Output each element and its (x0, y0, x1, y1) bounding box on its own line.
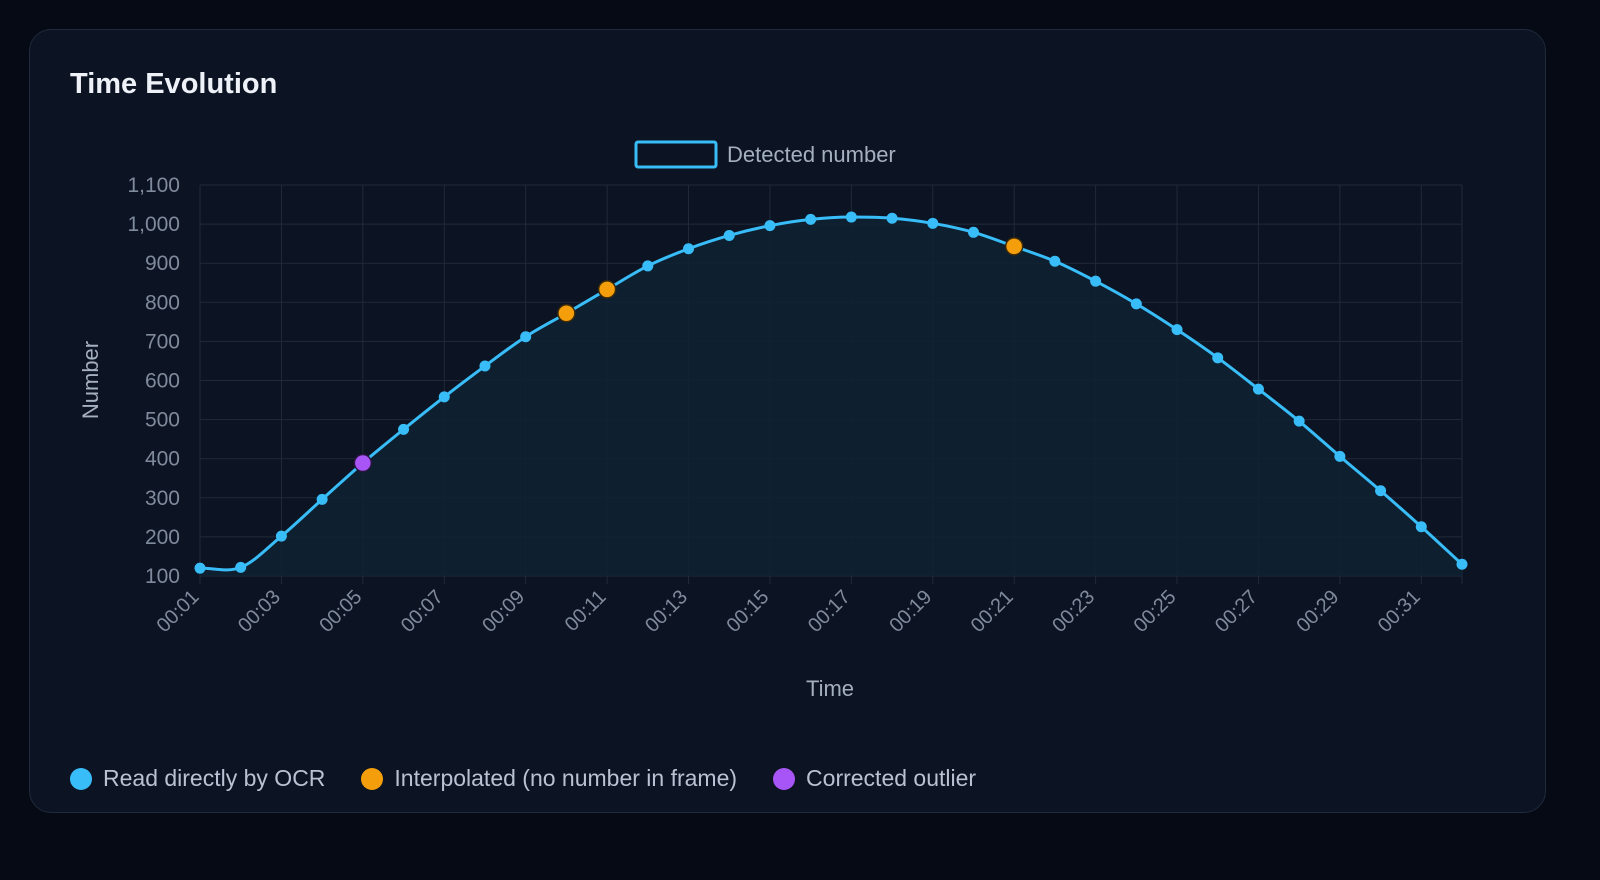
x-tick-label: 00:31 (1374, 586, 1425, 637)
y-tick-label: 200 (145, 526, 180, 549)
x-tick-label: 00:13 (641, 586, 692, 637)
y-tick-label: 800 (145, 291, 180, 314)
y-tick-label: 900 (145, 252, 180, 275)
series-legend-label: Detected number (727, 142, 896, 167)
x-tick-label: 00:07 (397, 586, 448, 637)
x-tick-label: 00:11 (561, 586, 611, 636)
data-point (723, 229, 735, 241)
data-point (845, 211, 857, 223)
x-tick-label: 00:15 (723, 586, 774, 637)
data-point (1415, 521, 1427, 533)
y-tick-label: 1,000 (127, 213, 180, 236)
data-point (927, 217, 939, 229)
x-tick-label: 00:27 (1211, 586, 1262, 637)
x-tick-label: 00:19 (885, 586, 936, 637)
status-legend-ocr-label: Read directly by OCR (103, 765, 326, 791)
data-point (1375, 485, 1387, 497)
data-point (1252, 383, 1264, 395)
data-point (520, 331, 532, 343)
status-legend-ocr: Read directly by OCR (70, 765, 325, 792)
x-tick-label: 00:29 (1292, 586, 1343, 637)
x-tick-label: 00:01 (153, 586, 204, 637)
data-point (1334, 450, 1346, 462)
x-tick-label: 00:21 (967, 586, 1018, 637)
y-tick-label: 100 (145, 565, 180, 588)
x-axis-title: Time (806, 676, 854, 701)
data-point (398, 423, 410, 435)
interpolated-point (1004, 237, 1024, 256)
series-legend-swatch (634, 140, 718, 169)
x-tick-label: 00:09 (478, 586, 529, 637)
y-tick-label: 600 (145, 370, 180, 393)
data-point (1171, 324, 1183, 336)
data-point (642, 260, 654, 272)
data-point (1456, 558, 1468, 570)
status-legend-outlier-label: Corrected outlier (806, 765, 977, 791)
data-point (1130, 298, 1142, 310)
status-legend-interpolated: Interpolated (no number in frame) (361, 765, 737, 792)
data-point (275, 530, 287, 542)
y-tick-label: 400 (145, 448, 180, 471)
x-tick-label: 00:23 (1048, 586, 1099, 637)
line-chart: 100 200 300 400 500 600 700 800 900 1,000 1,100 00:… (78, 140, 1468, 701)
data-point (1049, 255, 1061, 267)
data-point (438, 391, 450, 403)
data-point (683, 243, 695, 255)
data-point (316, 493, 328, 505)
outlier-dot-icon (773, 767, 796, 790)
data-point (764, 220, 776, 232)
data-point (967, 226, 979, 238)
series-area (200, 217, 1462, 576)
interpolated-point (597, 280, 617, 299)
y-tick-label: 700 (145, 330, 180, 353)
data-point (1090, 275, 1102, 287)
interpolated-point (557, 303, 576, 323)
interpolated-dot-icon (361, 767, 384, 790)
data-point (1212, 352, 1224, 364)
data-point (235, 561, 247, 573)
status-legend-interpolated-label: Interpolated (no number in frame) (394, 765, 738, 791)
status-legend: Read directly by OCR Interpolated (no nu… (70, 765, 1012, 792)
data-point (805, 213, 817, 225)
data-point (194, 562, 206, 574)
y-axis-title: Number (78, 341, 103, 419)
x-tick-label: 00:17 (804, 586, 855, 637)
card-title: Time Evolution (70, 68, 278, 100)
status-legend-outlier: Corrected outlier (773, 765, 976, 792)
chart-card: Time Evolution 100 200 300 400 500 600 700 800 9… (29, 29, 1546, 813)
x-tick-label: 00:03 (234, 586, 285, 637)
y-tick-label: 300 (145, 487, 180, 510)
y-tick-label: 1,100 (127, 174, 180, 197)
x-tick-label: 00:05 (315, 586, 366, 637)
data-point (1293, 415, 1305, 427)
outlier-point (353, 453, 373, 473)
x-tick-label: 00:25 (1130, 586, 1181, 637)
data-point (479, 360, 491, 372)
y-tick-label: 500 (145, 409, 180, 432)
ocr-dot-icon (70, 767, 92, 790)
data-point (886, 212, 898, 224)
